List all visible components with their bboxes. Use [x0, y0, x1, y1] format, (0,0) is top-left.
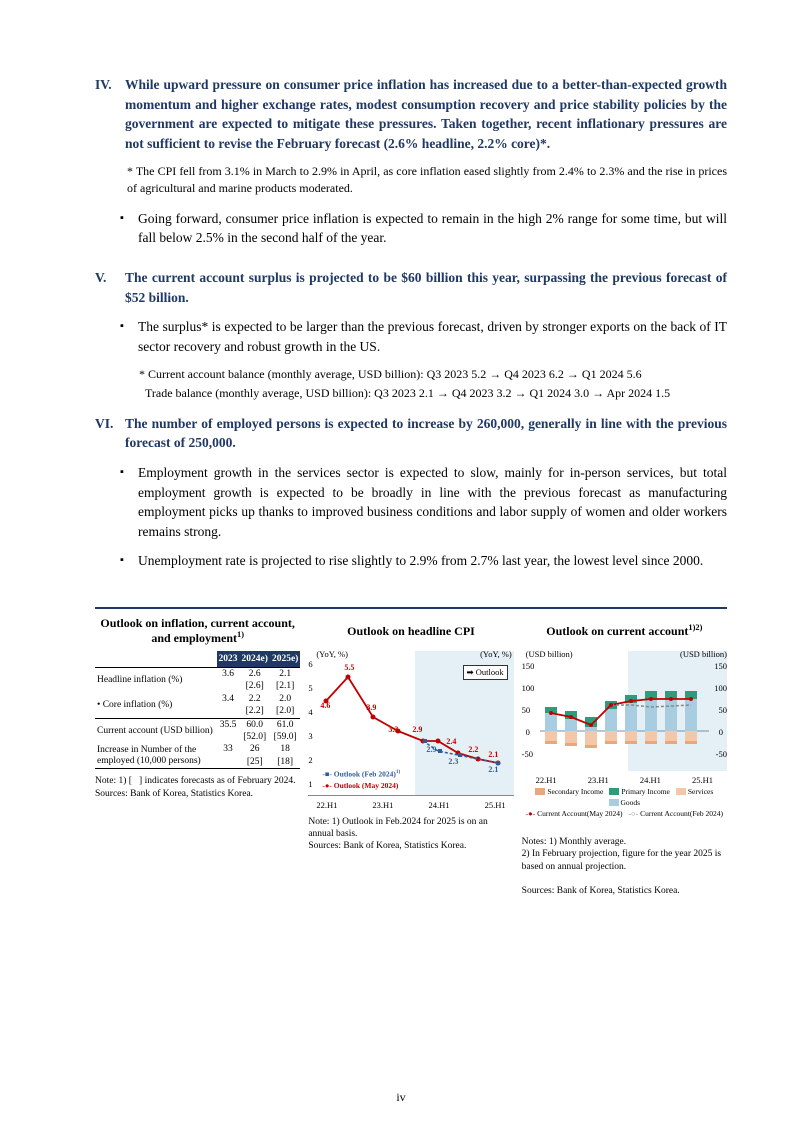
outlook-table: 2023 2024e) 2025e) Headline inflation (%… [95, 651, 300, 770]
section-v-note1: * Current account balance (monthly avera… [139, 366, 727, 383]
panel-cpi-chart: Outlook on headline CPI (YoY, %) (YoY, %… [308, 615, 513, 910]
row-label: • Core inflation (%) [95, 693, 217, 718]
section-iv-num: IV. [95, 75, 125, 153]
section-vi-bullet1: ▪ Employment growth in the services sect… [120, 463, 727, 541]
panel2-notes: Note: 1) Outlook in Feb.2024 for 2025 is… [308, 816, 513, 853]
th-2023: 2023 [217, 651, 240, 668]
panel2-title: Outlook on headline CPI [308, 615, 513, 647]
th-2025: 2025e) [270, 651, 300, 668]
panel-outlook-table: Outlook on inflation, current account, a… [95, 615, 300, 910]
bullet-marker: ▪ [120, 463, 138, 541]
section-vi-num: VI. [95, 414, 125, 453]
section-v-note2: Trade balance (monthly average, USD bill… [139, 385, 727, 402]
panel1-notes: Note: 1) [ ] indicates forecasts as of F… [95, 775, 300, 800]
bullet-marker: ▪ [120, 317, 138, 356]
row-label: Headline inflation (%) [95, 667, 217, 692]
section-vi-heading: VI. The number of employed persons is ex… [95, 414, 727, 453]
bullet-text: The surplus* is expected to be larger th… [138, 317, 727, 356]
panel3-notes: Notes: 1) Monthly average. 2) In Februar… [522, 824, 727, 910]
bullet-marker: ▪ [120, 551, 138, 571]
section-vi-bullet2: ▪ Unemployment rate is projected to rise… [120, 551, 727, 571]
section-iv-note: * The CPI fell from 3.1% in March to 2.9… [127, 163, 727, 197]
bullet-marker: ▪ [120, 209, 138, 248]
bullet-text: Going forward, consumer price inflation … [138, 209, 727, 248]
panel-ca-chart: Outlook on current account1)2) (USD bill… [522, 615, 727, 910]
panel1-title: Outlook on inflation, current account, a… [95, 615, 300, 647]
ca-legend-lines: -●-Current Account(May 2024) -○-Current … [522, 809, 727, 818]
row-label: Current account (USD billion) [95, 718, 217, 743]
ca-svg [540, 661, 709, 761]
section-iv-bullet: ▪ Going forward, consumer price inflatio… [120, 209, 727, 248]
section-iv-body: While upward pressure on consumer price … [125, 75, 727, 153]
section-v-num: V. [95, 268, 125, 307]
panels-row: Outlook on inflation, current account, a… [95, 607, 727, 910]
legend-feb: -■- Outlook (Feb 2024)1) [322, 769, 400, 779]
cpi-chart: (YoY, %) (YoY, %) 6 5 4 3 2 1 ➡ Outlook [308, 651, 513, 796]
row-label: Increase in Number of the employed (10,0… [95, 743, 217, 768]
section-v-body: The current account surplus is projected… [125, 268, 727, 307]
ca-legend: Secondary Income Primary Income Services… [522, 787, 727, 807]
page-number: iv [0, 1090, 802, 1105]
panel3-title: Outlook on current account1)2) [522, 615, 727, 647]
th-2024: 2024e) [240, 651, 270, 668]
section-iv-heading: IV. While upward pressure on consumer pr… [95, 75, 727, 153]
bullet-text: Unemployment rate is projected to rise s… [138, 551, 727, 571]
section-vi-body: The number of employed persons is expect… [125, 414, 727, 453]
legend-may: -●- Outlook (May 2024) [322, 781, 398, 790]
ca-chart: (USD billion) (USD billion) 150 100 50 0… [522, 651, 727, 771]
ca-xaxis: 22.H123.H124.H125.H1 [522, 775, 727, 785]
cpi-xaxis: 22.H123.H124.H125.H1 [308, 800, 513, 810]
bullet-text: Employment growth in the services sector… [138, 463, 727, 541]
section-v-bullet: ▪ The surplus* is expected to be larger … [120, 317, 727, 356]
section-v-heading: V. The current account surplus is projec… [95, 268, 727, 307]
